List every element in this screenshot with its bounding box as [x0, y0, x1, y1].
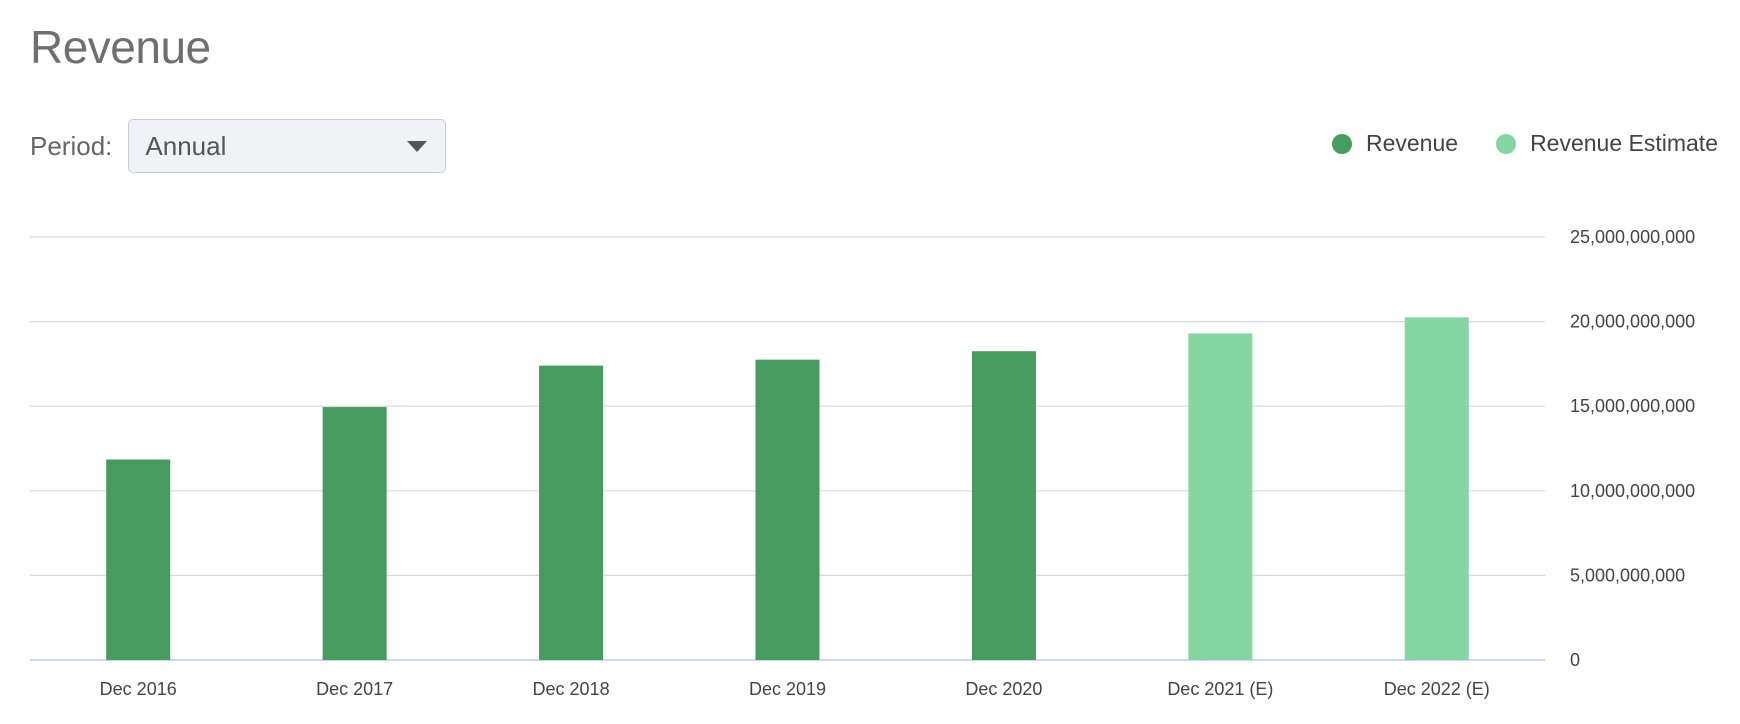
x-tick-label: Dec 2021 (E)	[1167, 679, 1273, 699]
x-tick-label: Dec 2016	[100, 679, 177, 699]
legend-swatch-revenue-estimate	[1496, 133, 1517, 154]
period-dropdown-value: Annual	[145, 130, 227, 161]
x-tick-label: Dec 2018	[533, 679, 610, 699]
x-tick-label: Dec 2020	[965, 679, 1042, 699]
legend-item-revenue[interactable]: Revenue	[1331, 130, 1459, 157]
period-dropdown[interactable]: Annual	[128, 119, 447, 173]
bar-revenue[interactable]	[971, 351, 1036, 660]
x-tick-label: Dec 2019	[749, 679, 826, 699]
period-selector: Period: Annual	[30, 118, 447, 174]
legend-label-revenue: Revenue	[1365, 130, 1459, 156]
caret-down-icon	[407, 140, 428, 152]
y-tick-label: 5,000,000,000	[1570, 565, 1685, 585]
bar-revenue[interactable]	[755, 359, 820, 660]
y-tick-label: 10,000,000,000	[1570, 481, 1695, 501]
y-tick-label: 0	[1570, 650, 1580, 670]
legend-item-revenue-estimate[interactable]: Revenue Estimate	[1496, 130, 1718, 157]
chart-legend: Revenue Revenue Estimate	[1294, 130, 1718, 157]
x-tick-label: Dec 2022 (E)	[1384, 679, 1490, 699]
y-tick-label: 20,000,000,000	[1570, 312, 1695, 332]
legend-label-revenue-estimate: Revenue Estimate	[1530, 130, 1718, 156]
bar-revenue[interactable]	[322, 407, 387, 660]
bar-revenue[interactable]	[539, 365, 604, 660]
legend-swatch-revenue	[1331, 133, 1352, 154]
chart-title: Revenue	[30, 21, 211, 73]
y-tick-label: 25,000,000,000	[1570, 227, 1695, 247]
x-tick-label: Dec 2017	[316, 679, 393, 699]
bar-revenue[interactable]	[106, 459, 171, 660]
bar-revenue-estimate[interactable]	[1188, 333, 1253, 660]
period-label: Period:	[30, 130, 113, 161]
bar-revenue-estimate[interactable]	[1404, 317, 1469, 660]
y-tick-label: 15,000,000,000	[1570, 396, 1695, 416]
